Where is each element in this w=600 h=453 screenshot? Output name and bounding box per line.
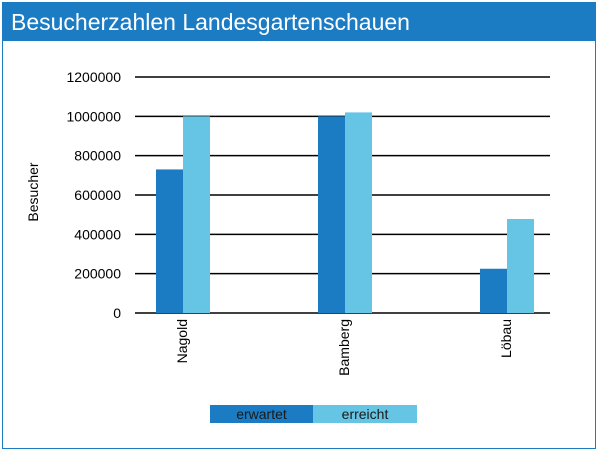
category-label: Bamberg — [336, 319, 352, 376]
bars — [156, 112, 534, 314]
category-label: Löbau — [498, 319, 514, 358]
y-tick-labels: 0 200000 400000 600000 800000 1000000 1200000 — [66, 69, 121, 321]
y-tick-label: 1200000 — [66, 69, 121, 85]
category-label: Nagold — [174, 319, 190, 363]
y-tick-label: 400000 — [74, 226, 121, 242]
y-tick-label: 1000000 — [66, 108, 121, 124]
legend-swatch-erreicht — [313, 405, 417, 423]
y-tick-label: 800000 — [74, 148, 121, 164]
legend-label-erreicht: erreicht — [342, 406, 389, 422]
y-tick-label: 200000 — [74, 266, 121, 282]
legend-swatch-erwartet — [210, 405, 313, 423]
y-tick-label: 0 — [113, 305, 121, 321]
bar-erwartet-bamberg — [318, 116, 345, 313]
chart-title: Besucherzahlen Landesgartenschauen — [11, 9, 410, 35]
y-axis-label: Besucher — [25, 162, 41, 221]
legend-label-erwartet: erwartet — [236, 406, 287, 422]
bar-erreicht-nagold — [183, 116, 210, 313]
legend: erwartet erreicht — [210, 405, 417, 423]
bar-erwartet-nagold — [156, 169, 183, 313]
title-bar: Besucherzahlen Landesgartenschauen — [3, 3, 595, 41]
category-labels: Nagold Bamberg Löbau — [174, 319, 514, 376]
y-tick-label: 600000 — [74, 187, 121, 203]
bar-erreicht-löbau — [507, 218, 534, 313]
bar-erwartet-löbau — [480, 268, 507, 313]
bar-erreicht-bamberg — [345, 112, 372, 314]
